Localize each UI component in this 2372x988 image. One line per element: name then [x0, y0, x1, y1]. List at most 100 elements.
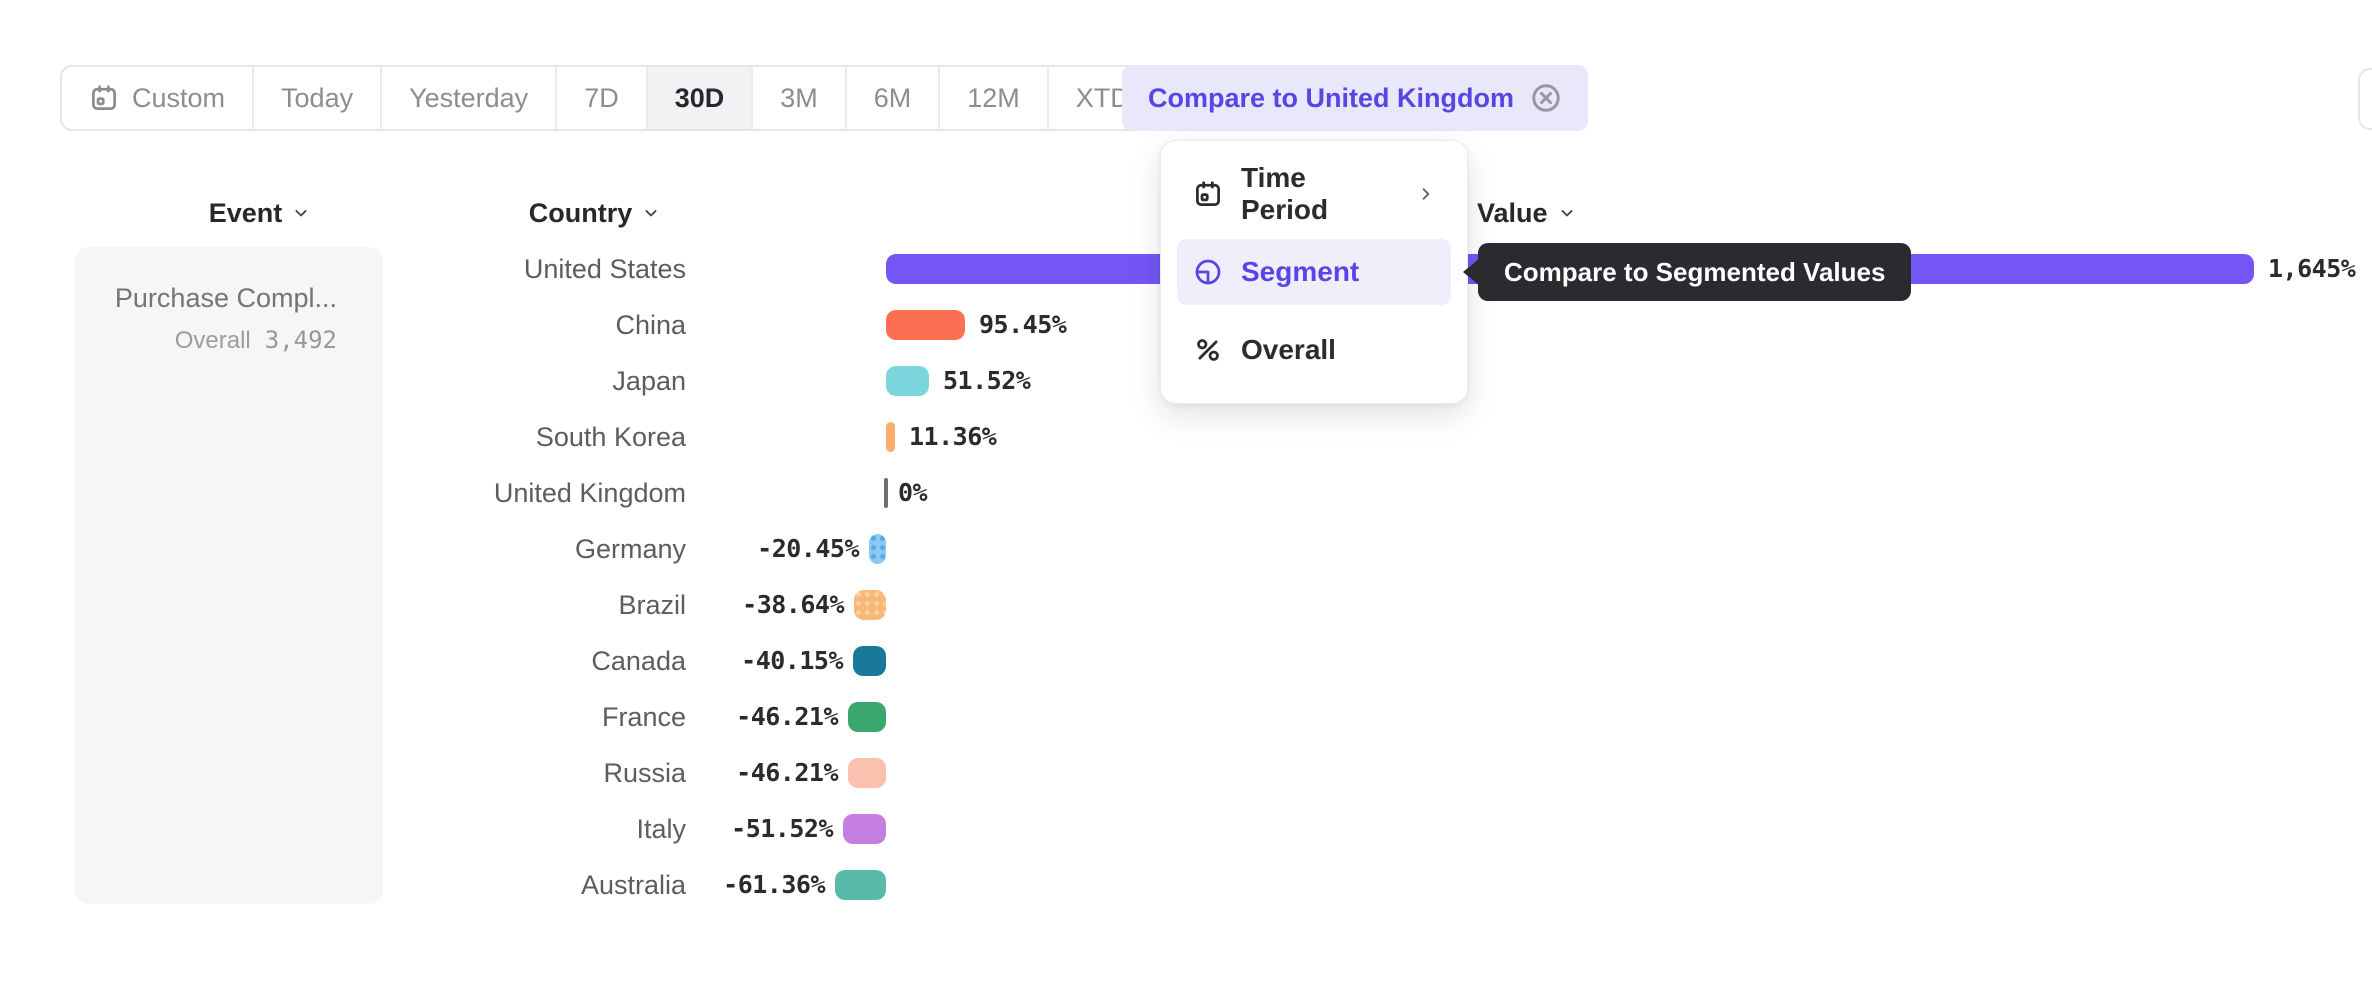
chevron-down-icon [1561, 210, 1573, 217]
menu-item-label: Overall [1241, 334, 1336, 365]
bar-value: 95.45% [979, 310, 1067, 339]
bar[interactable] [886, 310, 965, 340]
bar[interactable] [886, 422, 895, 452]
range-button-30d[interactable]: 30D [647, 67, 754, 129]
x-circle-icon[interactable] [1530, 82, 1562, 114]
chart-row-brazil: Brazil -38.64% [0, 577, 2372, 633]
range-button-label: XTD [1075, 82, 1130, 113]
country-label: Russia [603, 757, 686, 788]
bar-value: -38.64% [742, 590, 844, 619]
bar-zone: 51.52% [686, 353, 2372, 409]
bar[interactable] [869, 534, 886, 564]
chart-row-russia: Russia -46.21% [0, 745, 2372, 801]
bar-zone: -46.21% [686, 745, 2372, 801]
range-button-6m[interactable]: 6M [847, 67, 941, 129]
range-button-label: Custom [132, 82, 226, 113]
range-button-label: 12M [967, 82, 1020, 113]
range-button-label: 7D [584, 82, 619, 113]
bar-value: 51.52% [943, 366, 1031, 395]
bar-value: -51.52% [731, 814, 833, 843]
range-button-7d[interactable]: 7D [557, 67, 648, 129]
range-button-3m[interactable]: 3M [753, 67, 847, 129]
bar-value: 1,645% [2268, 254, 2356, 283]
column-header-country[interactable]: Country [475, 196, 715, 230]
bar-zone: -51.52% [686, 801, 2372, 857]
bar[interactable] [853, 646, 886, 676]
country-label: China [615, 309, 686, 340]
event-overall: Overall 3,492 [95, 326, 337, 355]
bar-zone: -40.15% [686, 633, 2372, 689]
menu-item-overall[interactable]: Overall [1177, 317, 1451, 383]
bar[interactable] [848, 758, 886, 788]
column-header-value-label: Value [1477, 197, 1548, 228]
range-button-label: Today [281, 82, 354, 113]
bar[interactable] [843, 814, 886, 844]
column-header-event-label: Event [208, 197, 283, 228]
chart-row-france: France -46.21% [0, 689, 2372, 745]
bar-zone: -61.36% [686, 857, 2372, 913]
bar-value: -40.15% [741, 646, 843, 675]
menu-item-label: Time Period [1241, 162, 1329, 225]
bar-zone: 95.45% [686, 297, 2372, 353]
chart-row-germany: Germany -20.45% [0, 521, 2372, 577]
segment-icon [1195, 259, 1221, 285]
menu-item-label: Segment [1241, 256, 1360, 287]
range-button-today[interactable]: Today [254, 67, 383, 129]
menu-item-time-period[interactable]: Time Period [1177, 161, 1451, 227]
column-header-value[interactable]: Value [1477, 196, 1577, 230]
event-card[interactable]: Purchase Compl... Overall 3,492 [75, 247, 383, 904]
chart-row-united-kingdom: United Kingdom 0% [0, 465, 2372, 521]
country-label: Australia [580, 869, 686, 900]
chart-row-australia: Australia -61.36% [0, 857, 2372, 913]
compare-dropdown-menu: Time Period Segment Overall [1160, 140, 1468, 404]
compare-chip[interactable]: Compare to United Kingdom [1122, 65, 1588, 131]
country-label: South Korea [535, 421, 686, 452]
chart-row-italy: Italy -51.52% [0, 801, 2372, 857]
country-label: Italy [636, 813, 686, 844]
chevron-down-icon [645, 210, 657, 217]
bar-zone: -46.21% [686, 689, 2372, 745]
bar-value: 0% [898, 478, 928, 507]
bar[interactable] [848, 702, 886, 732]
bar-zone: 0% [686, 465, 2372, 521]
bar-value: -20.45% [757, 534, 859, 563]
column-header-country-label: Country [528, 197, 633, 228]
bar[interactable] [854, 590, 886, 620]
percent-icon [1197, 339, 1219, 361]
bar[interactable] [886, 366, 929, 396]
column-header-event[interactable]: Event [140, 196, 380, 230]
country-label: Germany [574, 533, 686, 564]
date-range-toolbar: Custom Today Yesterday 7D 30D 3M 6M 12M XTD [60, 65, 1192, 131]
country-label: Canada [591, 645, 686, 676]
range-button-12m[interactable]: 12M [940, 67, 1049, 129]
overall-value: 3,492 [264, 326, 337, 354]
country-label: Japan [612, 365, 686, 396]
bar-value: -61.36% [723, 870, 825, 899]
country-label: United Kingdom [493, 477, 686, 508]
compare-chip-label: Compare to United Kingdom [1148, 82, 1514, 113]
overall-label: Overall [174, 327, 251, 354]
country-label: United States [523, 253, 686, 284]
country-label: Brazil [618, 589, 686, 620]
chart-row-canada: Canada -40.15% [0, 633, 2372, 689]
bar-value: -46.21% [736, 702, 838, 731]
bar-zone: -20.45% [686, 521, 2372, 577]
cutoff-button-fragment[interactable] [2358, 68, 2372, 130]
chart-row-china: China 95.45% [0, 297, 2372, 353]
menu-item-segment[interactable]: Segment [1177, 239, 1451, 305]
range-button-custom[interactable]: Custom [62, 67, 255, 129]
range-button-label: 3M [780, 82, 818, 113]
bar[interactable] [835, 870, 886, 900]
tooltip: Compare to Segmented Values [1478, 243, 1912, 301]
bar-zone: 11.36% [686, 409, 2372, 465]
range-button-yesterday[interactable]: Yesterday [382, 67, 558, 129]
chevron-down-icon [295, 210, 307, 217]
country-label: France [601, 701, 686, 732]
event-name: Purchase Compl... [114, 283, 337, 313]
bar-zone: -38.64% [686, 577, 2372, 633]
chart-row-south-korea: South Korea 11.36% [0, 409, 2372, 465]
range-button-label: 30D [674, 82, 725, 113]
bar-value: -46.21% [736, 758, 838, 787]
tooltip-text: Compare to Segmented Values [1504, 257, 1886, 287]
range-button-label: 6M [873, 82, 912, 113]
